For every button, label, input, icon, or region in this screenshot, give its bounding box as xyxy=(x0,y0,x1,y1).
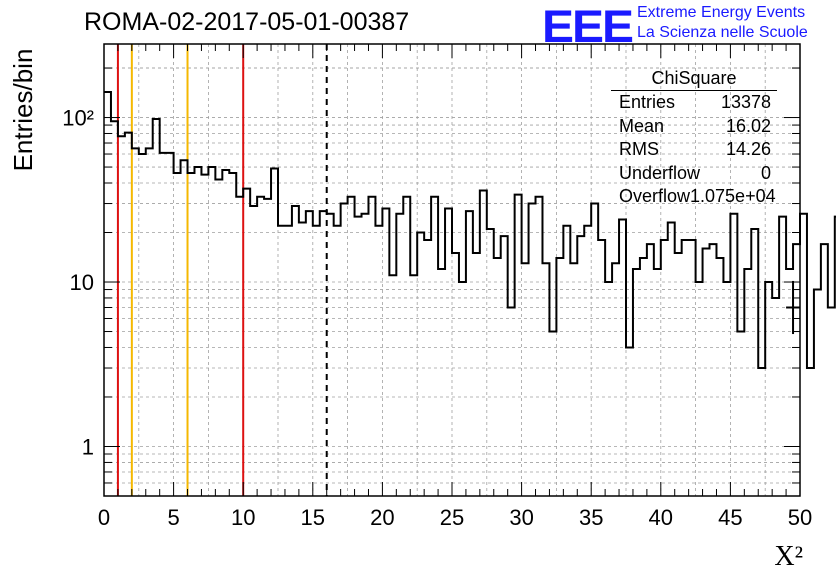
eee-logo: EEE xyxy=(542,2,634,53)
x-axis-ticks: 0 5 10 15 20 25 30 35 40 45 50 xyxy=(98,44,812,530)
stats-row-mean: Mean 16.02 xyxy=(611,116,777,140)
logo-caption-line2: La Scienza nelle Scuole xyxy=(637,24,808,41)
x-tick-label: 10 xyxy=(231,505,255,530)
stats-row-underflow: Underflow 0 xyxy=(611,163,777,187)
y-tick-label: 1 xyxy=(82,434,94,459)
stats-value: 0 xyxy=(760,162,771,183)
stats-label: Underflow xyxy=(619,162,701,183)
x-tick-label: 20 xyxy=(370,505,394,530)
x-tick-label: 35 xyxy=(579,505,603,530)
grid-lines xyxy=(104,44,800,496)
histogram-series xyxy=(104,90,836,370)
stats-value: 13378 xyxy=(720,92,771,112)
logo-caption-line1: Extreme Energy Events xyxy=(637,4,806,21)
x-axis-label: X² xyxy=(774,541,803,572)
x-tick-label: 40 xyxy=(649,505,673,530)
stats-value: 1.075e+04 xyxy=(690,186,776,206)
stats-label: Entries xyxy=(619,92,676,112)
stats-title: ChiSquare xyxy=(611,68,777,91)
stats-label: Mean xyxy=(619,115,665,136)
run-title: ROMA-02-2017-05-01-00387 xyxy=(84,8,410,36)
stats-row-entries: Entries 13378 xyxy=(611,92,777,116)
stats-value: 14.26 xyxy=(725,139,771,159)
x-tick-label: 25 xyxy=(440,505,464,530)
x-tick-label: 15 xyxy=(301,505,325,530)
x-tick-label: 5 xyxy=(167,505,179,530)
y-tick-label: 10² xyxy=(62,106,94,131)
reference-lines xyxy=(116,44,328,496)
stats-value: 16.02 xyxy=(725,115,771,136)
stats-box: ChiSquare Entries 13378 Mean 16.02 RMS 1… xyxy=(611,68,777,210)
stats-row-overflow: Overflow 1.075e+04 xyxy=(611,186,777,210)
y-axis-label: Entries/bin xyxy=(8,49,38,172)
x-tick-label: 0 xyxy=(98,505,110,530)
x-tick-label: 30 xyxy=(509,505,533,530)
stats-label: Overflow xyxy=(619,186,691,206)
x-tick-label: 50 xyxy=(788,505,812,530)
stats-label: RMS xyxy=(619,139,659,159)
y-tick-label: 10 xyxy=(70,270,94,295)
x-tick-label: 45 xyxy=(718,505,742,530)
y-axis-ticks: 1 10 10² xyxy=(62,67,800,484)
stats-row-rms: RMS 14.26 xyxy=(611,139,777,163)
